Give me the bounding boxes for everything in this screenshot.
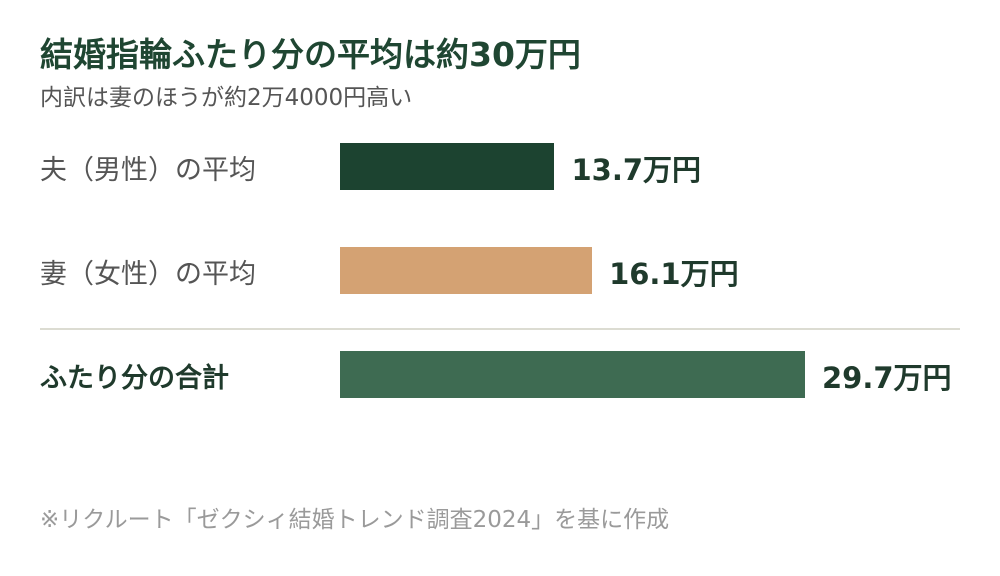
divider (40, 328, 960, 330)
category-label-total: ふたり分の合計 (40, 363, 229, 394)
chart-subtitle: 内訳は妻のほうが約2万4000円高い (40, 85, 413, 111)
value-label-total: 29.7万円 (822, 361, 952, 395)
category-label-husband: 夫（男性）の平均 (40, 155, 256, 186)
category-label-wife: 妻（女性）の平均 (40, 259, 256, 290)
bar-husband (340, 143, 555, 190)
bar-total (340, 351, 805, 398)
chart-title: 結婚指輪ふたり分の平均は約30万円 (40, 35, 581, 74)
bar-wife (340, 247, 593, 294)
value-label-husband: 13.7万円 (571, 153, 702, 187)
value-label-wife: 16.1万円 (609, 257, 739, 291)
source-note: ※リクルート「ゼクシィ結婚トレンド調査2024」を基に作成 (40, 507, 670, 533)
